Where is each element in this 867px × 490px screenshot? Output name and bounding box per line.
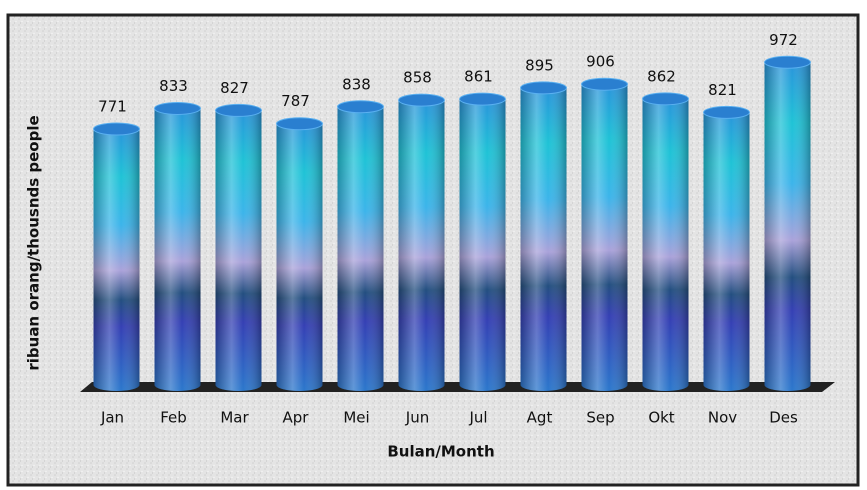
x-tick-label: Sep: [586, 409, 614, 427]
bar-shade: [581, 78, 628, 392]
bar-top: [520, 81, 567, 95]
value-label: 821: [708, 81, 737, 99]
value-label: 833: [159, 77, 188, 95]
bar-shade: [520, 81, 567, 392]
bar-shade: [215, 104, 262, 392]
x-tick-label: Mei: [343, 409, 369, 427]
x-tick-label: Okt: [648, 409, 674, 427]
bar-top: [215, 103, 262, 117]
bar-top: [642, 92, 689, 106]
bar-shade: [154, 102, 201, 391]
bar-top: [703, 105, 750, 119]
x-tick-label: Nov: [708, 409, 737, 427]
x-axis-title: Bulan/Month: [387, 443, 494, 461]
bar-shade: [93, 123, 140, 392]
bar-shade: [398, 94, 445, 392]
bar-top: [581, 77, 628, 91]
value-label: 906: [586, 53, 615, 71]
value-label: 862: [647, 67, 676, 85]
x-tick-label: Jul: [468, 409, 487, 427]
value-label: 861: [464, 68, 493, 86]
bar-shade: [459, 93, 506, 392]
bar-top: [764, 55, 811, 69]
x-tick-label: Agt: [527, 409, 553, 427]
value-label: 972: [769, 31, 798, 49]
bar-top: [154, 101, 201, 115]
bar-shade: [337, 100, 384, 392]
x-tick-label: Feb: [160, 409, 187, 427]
x-tick-label: Apr: [283, 409, 310, 427]
value-label: 838: [342, 75, 371, 93]
bar-shade: [703, 106, 750, 391]
bar-shade: [764, 56, 811, 392]
bar-top: [398, 93, 445, 107]
bar-top: [337, 100, 384, 114]
bar-shade: [642, 92, 689, 392]
value-label: 771: [98, 98, 127, 116]
value-label: 787: [281, 92, 310, 110]
bar-top: [93, 122, 140, 136]
value-label: 858: [403, 69, 432, 87]
bar-top: [459, 92, 506, 106]
bar-shade: [276, 117, 323, 392]
y-axis-title: ribuan orang/thousnds people: [25, 115, 43, 370]
x-tick-label: Des: [769, 409, 798, 427]
x-tick-label: Jun: [405, 409, 429, 427]
value-label: 895: [525, 56, 554, 74]
x-tick-label: Jan: [100, 409, 124, 427]
bar-top: [276, 117, 323, 131]
x-tick-label: Mar: [220, 409, 249, 427]
value-label: 827: [220, 79, 249, 97]
